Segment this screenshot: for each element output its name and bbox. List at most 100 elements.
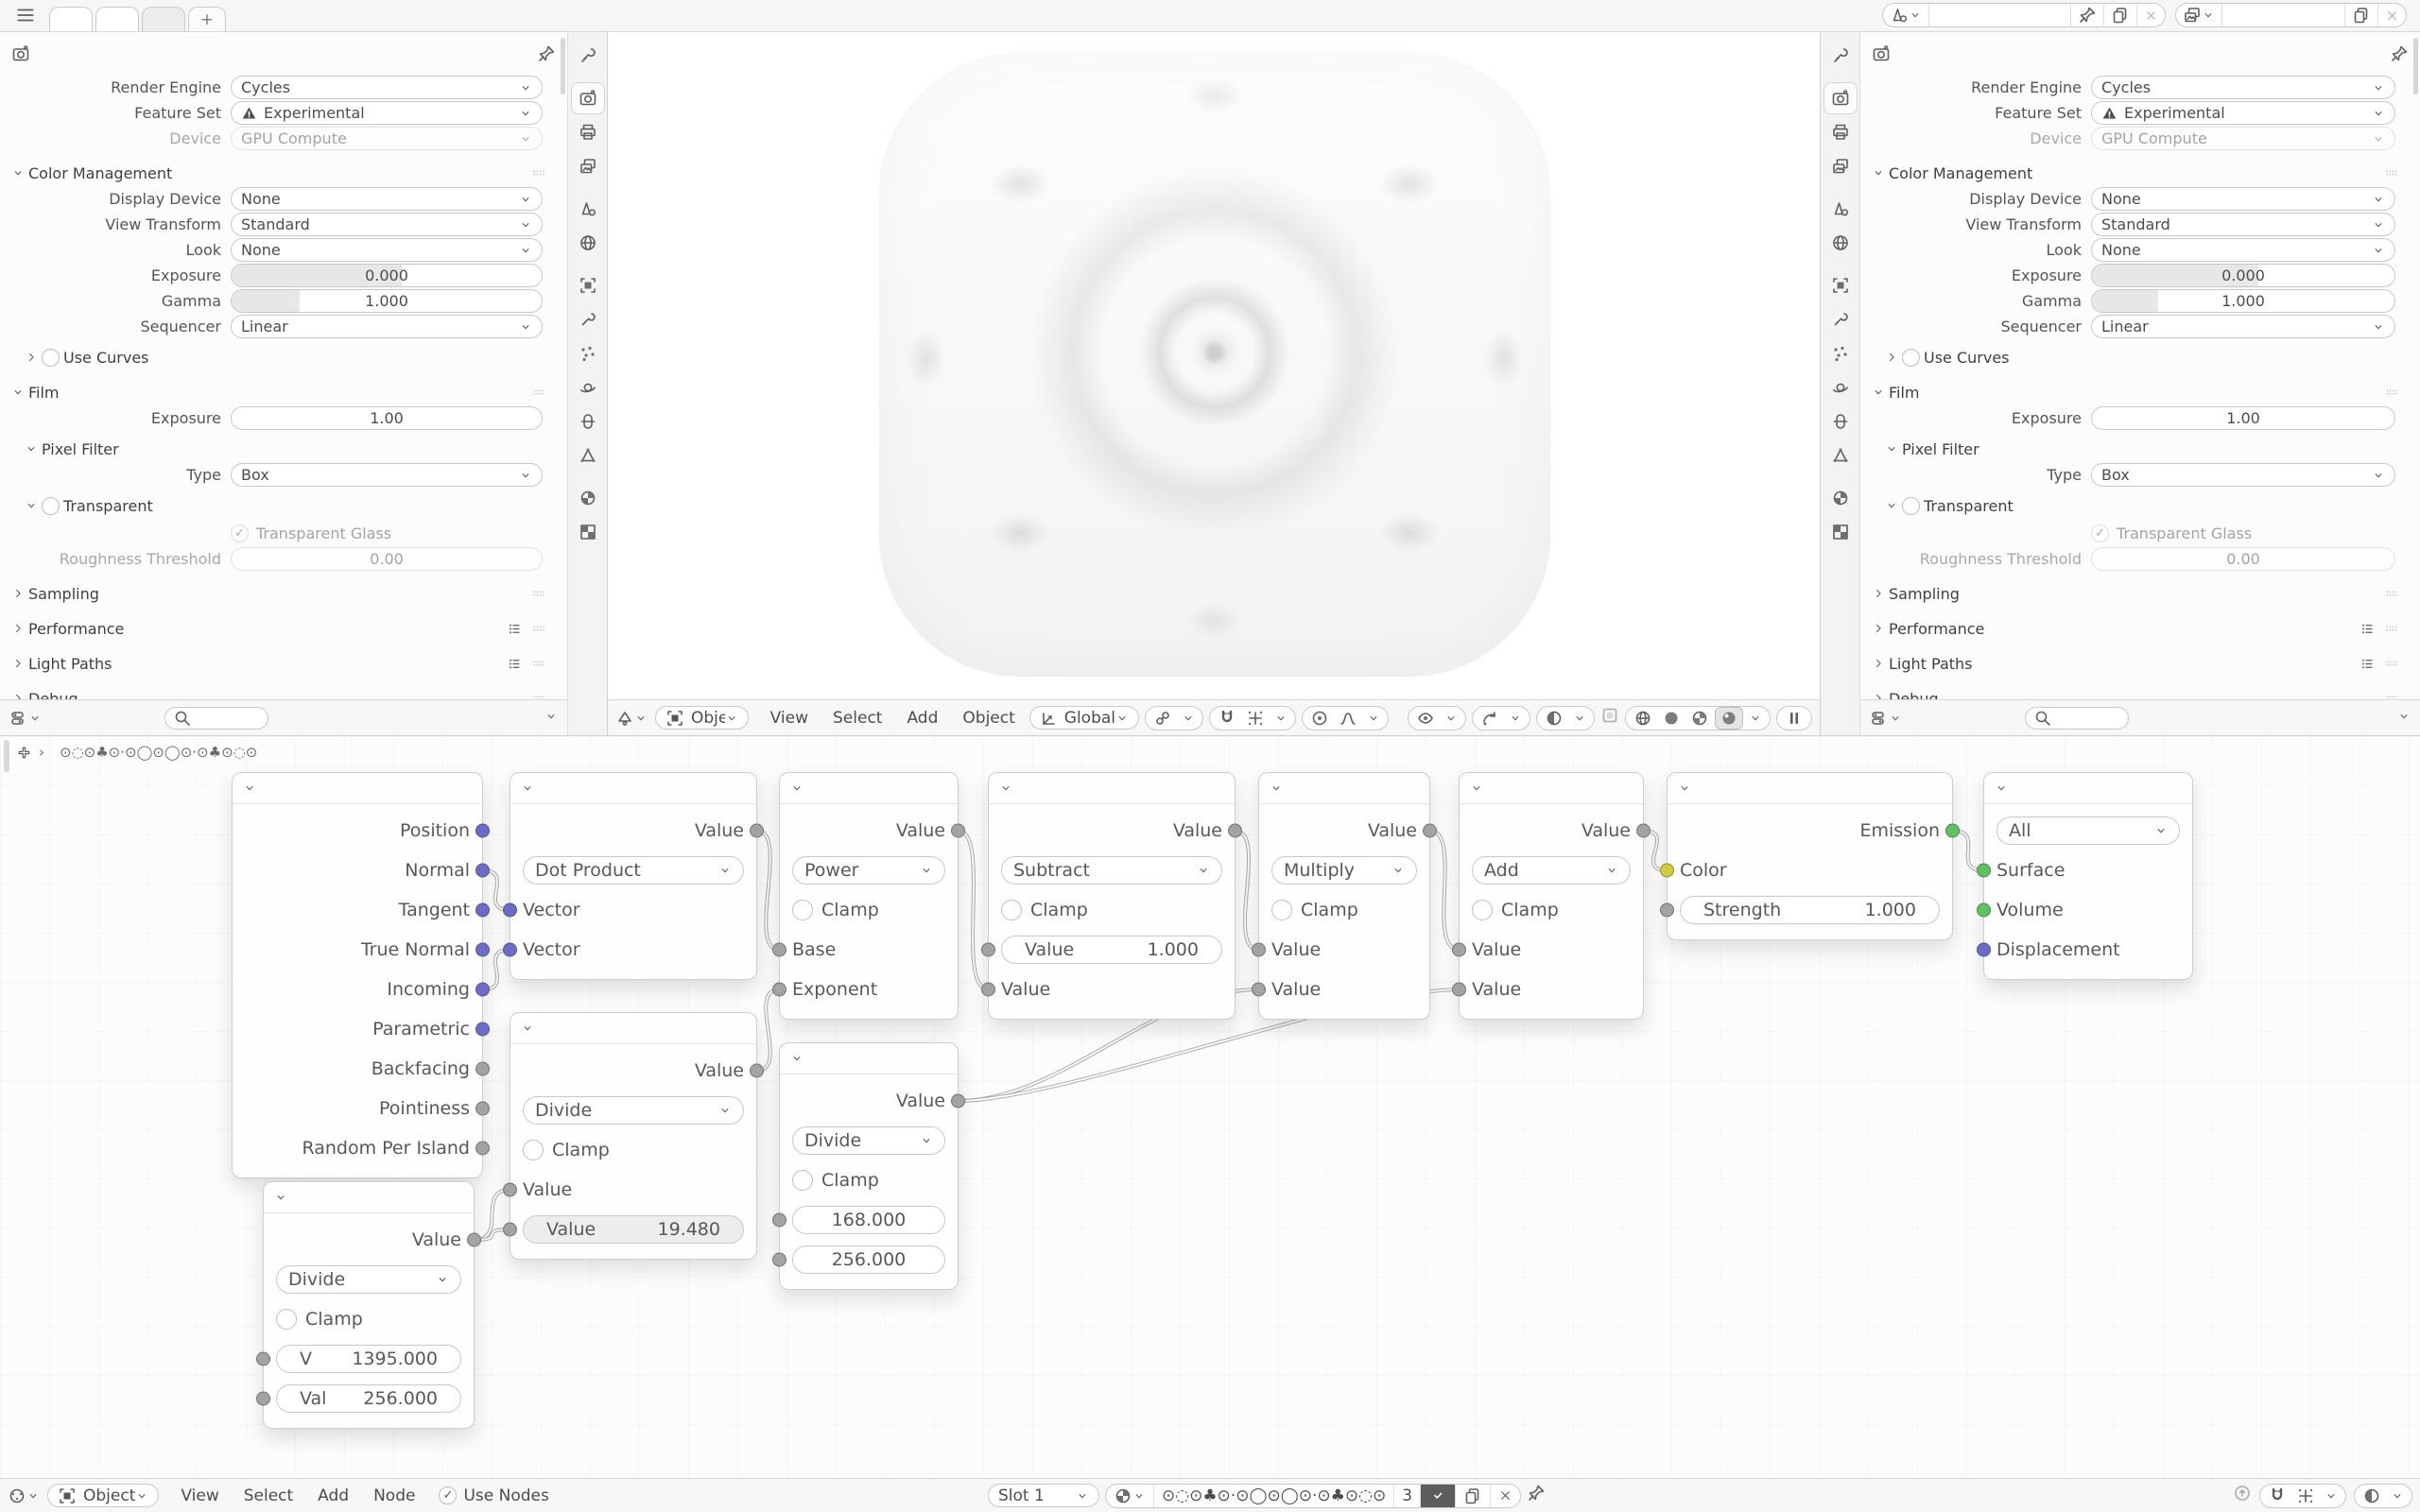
properties-tab-modifiers[interactable] bbox=[571, 303, 605, 335]
properties-tab-render[interactable] bbox=[570, 82, 605, 114]
number-field[interactable]: V 1395.000 bbox=[276, 1345, 461, 1373]
output-socket-backfacing[interactable] bbox=[475, 1061, 490, 1076]
section-debug[interactable]: Debug bbox=[1872, 686, 2409, 699]
properties-tab-render[interactable] bbox=[1823, 82, 1858, 114]
scene-name-field[interactable] bbox=[1929, 4, 2071, 26]
section-checkbox[interactable] bbox=[1902, 348, 1920, 367]
properties-tab-physics[interactable] bbox=[1824, 371, 1858, 404]
use-nodes-toggle[interactable]: ✓ Use Nodes bbox=[439, 1486, 549, 1505]
section-performance[interactable]: Performance bbox=[11, 616, 556, 641]
node-math-power[interactable]: Value Power Clamp Base Exponent bbox=[772, 772, 965, 1020]
properties-tab-mesh-data[interactable] bbox=[1824, 439, 1858, 472]
proportional-editing-controls[interactable] bbox=[1302, 705, 1389, 730]
number-field[interactable]: 168.000 bbox=[792, 1206, 945, 1234]
properties-tab-tool[interactable] bbox=[1824, 40, 1858, 72]
input-socket-value[interactable] bbox=[1252, 982, 1266, 997]
output-socket-value[interactable] bbox=[1423, 823, 1437, 838]
gizmos-dropdown[interactable] bbox=[1472, 705, 1530, 730]
hamburger-menu-icon[interactable] bbox=[15, 5, 36, 26]
properties-tab-tool[interactable] bbox=[571, 40, 605, 72]
output-socket-random-per-island[interactable] bbox=[475, 1141, 490, 1156]
node-material-output[interactable]: All Surface Volume Displacement bbox=[1977, 772, 2193, 980]
number-field[interactable]: Strength 1.000 bbox=[1680, 896, 1940, 924]
gamma-slider[interactable]: 1.000 bbox=[231, 289, 543, 313]
output-socket-emission[interactable] bbox=[1945, 823, 1960, 838]
operation-dropdown[interactable]: Multiply bbox=[1271, 856, 1417, 885]
input-socket-vector[interactable] bbox=[503, 942, 517, 957]
device-dropdown[interactable]: GPU Compute bbox=[2091, 127, 2395, 150]
material-name-field[interactable]: ⊙◌⊙♣⊙·⊙◯⊙◯⊙·⊙♣⊙◌⊙ bbox=[1154, 1484, 1395, 1507]
clamp-checkbox[interactable]: Clamp bbox=[792, 1170, 879, 1191]
section-light-paths[interactable]: Light Paths bbox=[11, 651, 556, 676]
properties-tab-scene[interactable] bbox=[571, 193, 605, 225]
section-transparent[interactable]: Transparent bbox=[1885, 493, 2409, 518]
feature-set-dropdown[interactable]: Experimental bbox=[2091, 101, 2395, 125]
output-socket-value[interactable] bbox=[951, 823, 965, 838]
node-header[interactable] bbox=[1259, 773, 1429, 804]
sequencer-dropdown[interactable]: Linear bbox=[2091, 315, 2395, 338]
section-checkbox[interactable] bbox=[42, 496, 60, 515]
editor-type-button[interactable] bbox=[615, 709, 648, 728]
feature-set-dropdown[interactable]: Experimental bbox=[231, 101, 543, 125]
chevron-down-icon[interactable] bbox=[1470, 782, 1483, 795]
node-menu-node[interactable]: Node bbox=[373, 1486, 416, 1505]
clamp-checkbox[interactable]: Clamp bbox=[1472, 900, 1559, 920]
properties-tab-world[interactable] bbox=[571, 227, 605, 259]
display-device-dropdown[interactable]: None bbox=[231, 187, 543, 211]
input-socket-base[interactable] bbox=[772, 942, 786, 957]
node-canvas[interactable]: Position Normal Tangent True Normal Incoming… bbox=[0, 736, 2420, 1479]
grip-icon[interactable] bbox=[2384, 656, 2399, 671]
input-socket-value[interactable] bbox=[256, 1351, 270, 1366]
section-pixel-filter[interactable]: Pixel Filter bbox=[25, 437, 556, 461]
properties-tab-texture[interactable] bbox=[1824, 516, 1858, 548]
node-header[interactable] bbox=[780, 1043, 958, 1074]
section-pixel-filter[interactable]: Pixel Filter bbox=[1885, 437, 2409, 461]
node-vector-math[interactable]: Value Dot Product Vector Vector bbox=[503, 772, 764, 980]
node-math-add[interactable]: Value Add Clamp Value Value bbox=[1452, 772, 1651, 1020]
chevron-down-icon[interactable] bbox=[1749, 712, 1762, 725]
node-snapping-controls[interactable] bbox=[2259, 1483, 2346, 1508]
section-sampling[interactable]: Sampling bbox=[1872, 581, 2409, 606]
grip-icon[interactable] bbox=[531, 691, 546, 699]
node-emission[interactable]: Emission Color Strength 1.000 bbox=[1660, 772, 1960, 940]
overlays-dropdown[interactable] bbox=[1536, 705, 1595, 730]
rendered-object[interactable] bbox=[879, 53, 1550, 677]
chevron-down-icon[interactable] bbox=[999, 782, 1012, 795]
roughness-threshold-field[interactable]: 0.00 bbox=[2091, 547, 2395, 571]
output-socket-normal[interactable] bbox=[475, 863, 490, 878]
shading-rendered-button[interactable] bbox=[1715, 706, 1743, 730]
viewport-menu-select[interactable]: Select bbox=[833, 708, 883, 728]
properties-tab-constraints[interactable] bbox=[1824, 405, 1858, 438]
look-dropdown[interactable]: None bbox=[2091, 238, 2395, 262]
editor-type-button[interactable] bbox=[8, 1486, 40, 1505]
output-socket-value[interactable] bbox=[750, 823, 764, 838]
properties-tab-particles[interactable] bbox=[571, 337, 605, 369]
viewport-menu-add[interactable]: Add bbox=[907, 708, 939, 728]
view-layer-copy-button[interactable] bbox=[2345, 4, 2378, 26]
number-field[interactable]: Value 19.480 bbox=[523, 1215, 744, 1244]
node-header[interactable] bbox=[264, 1182, 474, 1213]
chevron-down-icon[interactable] bbox=[1678, 782, 1691, 795]
chevron-down-icon[interactable] bbox=[544, 710, 558, 723]
properties-tab-view-layer[interactable] bbox=[1824, 150, 1858, 182]
input-socket-volume[interactable] bbox=[1977, 902, 1991, 918]
search-input[interactable] bbox=[2052, 711, 2109, 725]
operation-dropdown[interactable]: All bbox=[1996, 816, 2180, 845]
properties-tab-texture[interactable] bbox=[571, 516, 605, 548]
chevron-down-icon[interactable] bbox=[521, 1022, 534, 1035]
input-socket-value[interactable] bbox=[981, 942, 995, 957]
section-color-management[interactable]: Color Management bbox=[1872, 161, 2409, 185]
input-socket-value[interactable] bbox=[772, 1252, 786, 1267]
operation-dropdown[interactable]: Add bbox=[1472, 856, 1631, 885]
section-use-curves[interactable]: Use Curves bbox=[25, 345, 556, 369]
operation-dropdown[interactable]: Divide bbox=[276, 1265, 461, 1294]
scene-selector-browse[interactable] bbox=[1883, 4, 1929, 26]
viewport-menu-object[interactable]: Object bbox=[962, 708, 1015, 728]
grip-icon[interactable] bbox=[531, 656, 546, 671]
node-geometry[interactable]: Position Normal Tangent True Normal Incoming… bbox=[232, 772, 490, 1178]
number-field[interactable]: Val 256.000 bbox=[276, 1384, 461, 1413]
properties-tab-modifiers[interactable] bbox=[1824, 303, 1858, 335]
node-header[interactable] bbox=[1668, 773, 1952, 804]
render-engine-dropdown[interactable]: Cycles bbox=[231, 76, 543, 99]
grip-icon[interactable] bbox=[531, 165, 546, 180]
